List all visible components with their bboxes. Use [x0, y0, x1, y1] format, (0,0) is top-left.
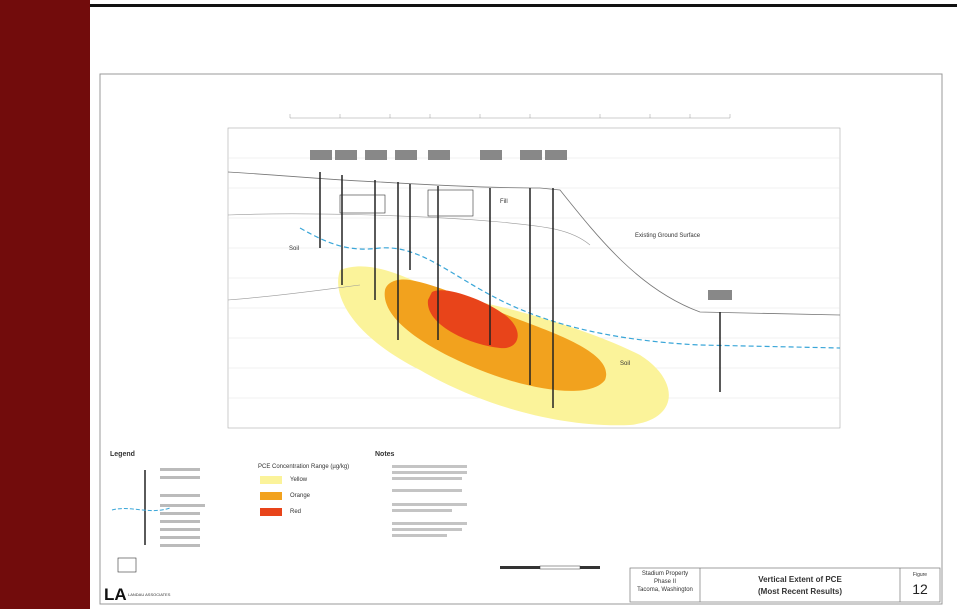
soil-label: Soil: [620, 361, 630, 367]
phase: Phase II: [654, 579, 676, 585]
fill-label: Fill: [500, 199, 508, 205]
notes-title: Notes: [375, 451, 395, 458]
title-block: Stadium Property Phase II Tacoma, Washin…: [629, 567, 941, 603]
boring-ids: [310, 150, 732, 300]
logo-mark: LA: [104, 585, 127, 604]
excavation-box: [339, 194, 386, 214]
borings: [319, 172, 721, 408]
range-label: Orange: [290, 493, 311, 499]
figure-number: 12: [912, 581, 928, 597]
legend-lines: [160, 468, 205, 547]
excavation-box: [427, 189, 474, 217]
cross-section: Fill Soil Soil Existing Ground Surface: [227, 114, 841, 429]
ground-surface: [227, 171, 841, 316]
ground-label: Existing Ground Surface: [635, 233, 701, 239]
location: Tacoma, Washington: [637, 587, 693, 593]
soil-label: Soil: [289, 246, 299, 252]
company-logo: LA LANDAU ASSOCIATES: [104, 585, 171, 604]
range-label: Yellow: [290, 477, 308, 483]
swatch-orange: [260, 492, 282, 500]
legend-excavation: [117, 557, 137, 573]
notes: Notes: [375, 451, 467, 537]
top-rule: [90, 4, 957, 7]
figure-subtitle: (Most Recent Results): [758, 587, 842, 596]
figure-title: Vertical Extent of PCE: [758, 575, 842, 584]
notes-text: [392, 465, 467, 537]
groundwater-table: [299, 227, 841, 349]
plume-red: [427, 290, 518, 349]
legend: Legend PCE Concentration Range (µg/kg) Y…: [110, 451, 349, 573]
scale-bar: [500, 565, 600, 570]
swatch-yellow: [260, 476, 282, 484]
figure-label: Figure: [913, 572, 927, 578]
side-bar: [0, 0, 90, 609]
soil-contacts: [227, 213, 591, 301]
project: Stadium Property: [642, 571, 688, 577]
legend-title: Legend: [110, 451, 135, 458]
range-label: Red: [290, 509, 301, 515]
company-name: LANDAU ASSOCIATES: [128, 592, 171, 597]
swatch-red: [260, 508, 282, 516]
pce-title: PCE Concentration Range (µg/kg): [258, 464, 349, 470]
property-brackets: [289, 114, 731, 119]
